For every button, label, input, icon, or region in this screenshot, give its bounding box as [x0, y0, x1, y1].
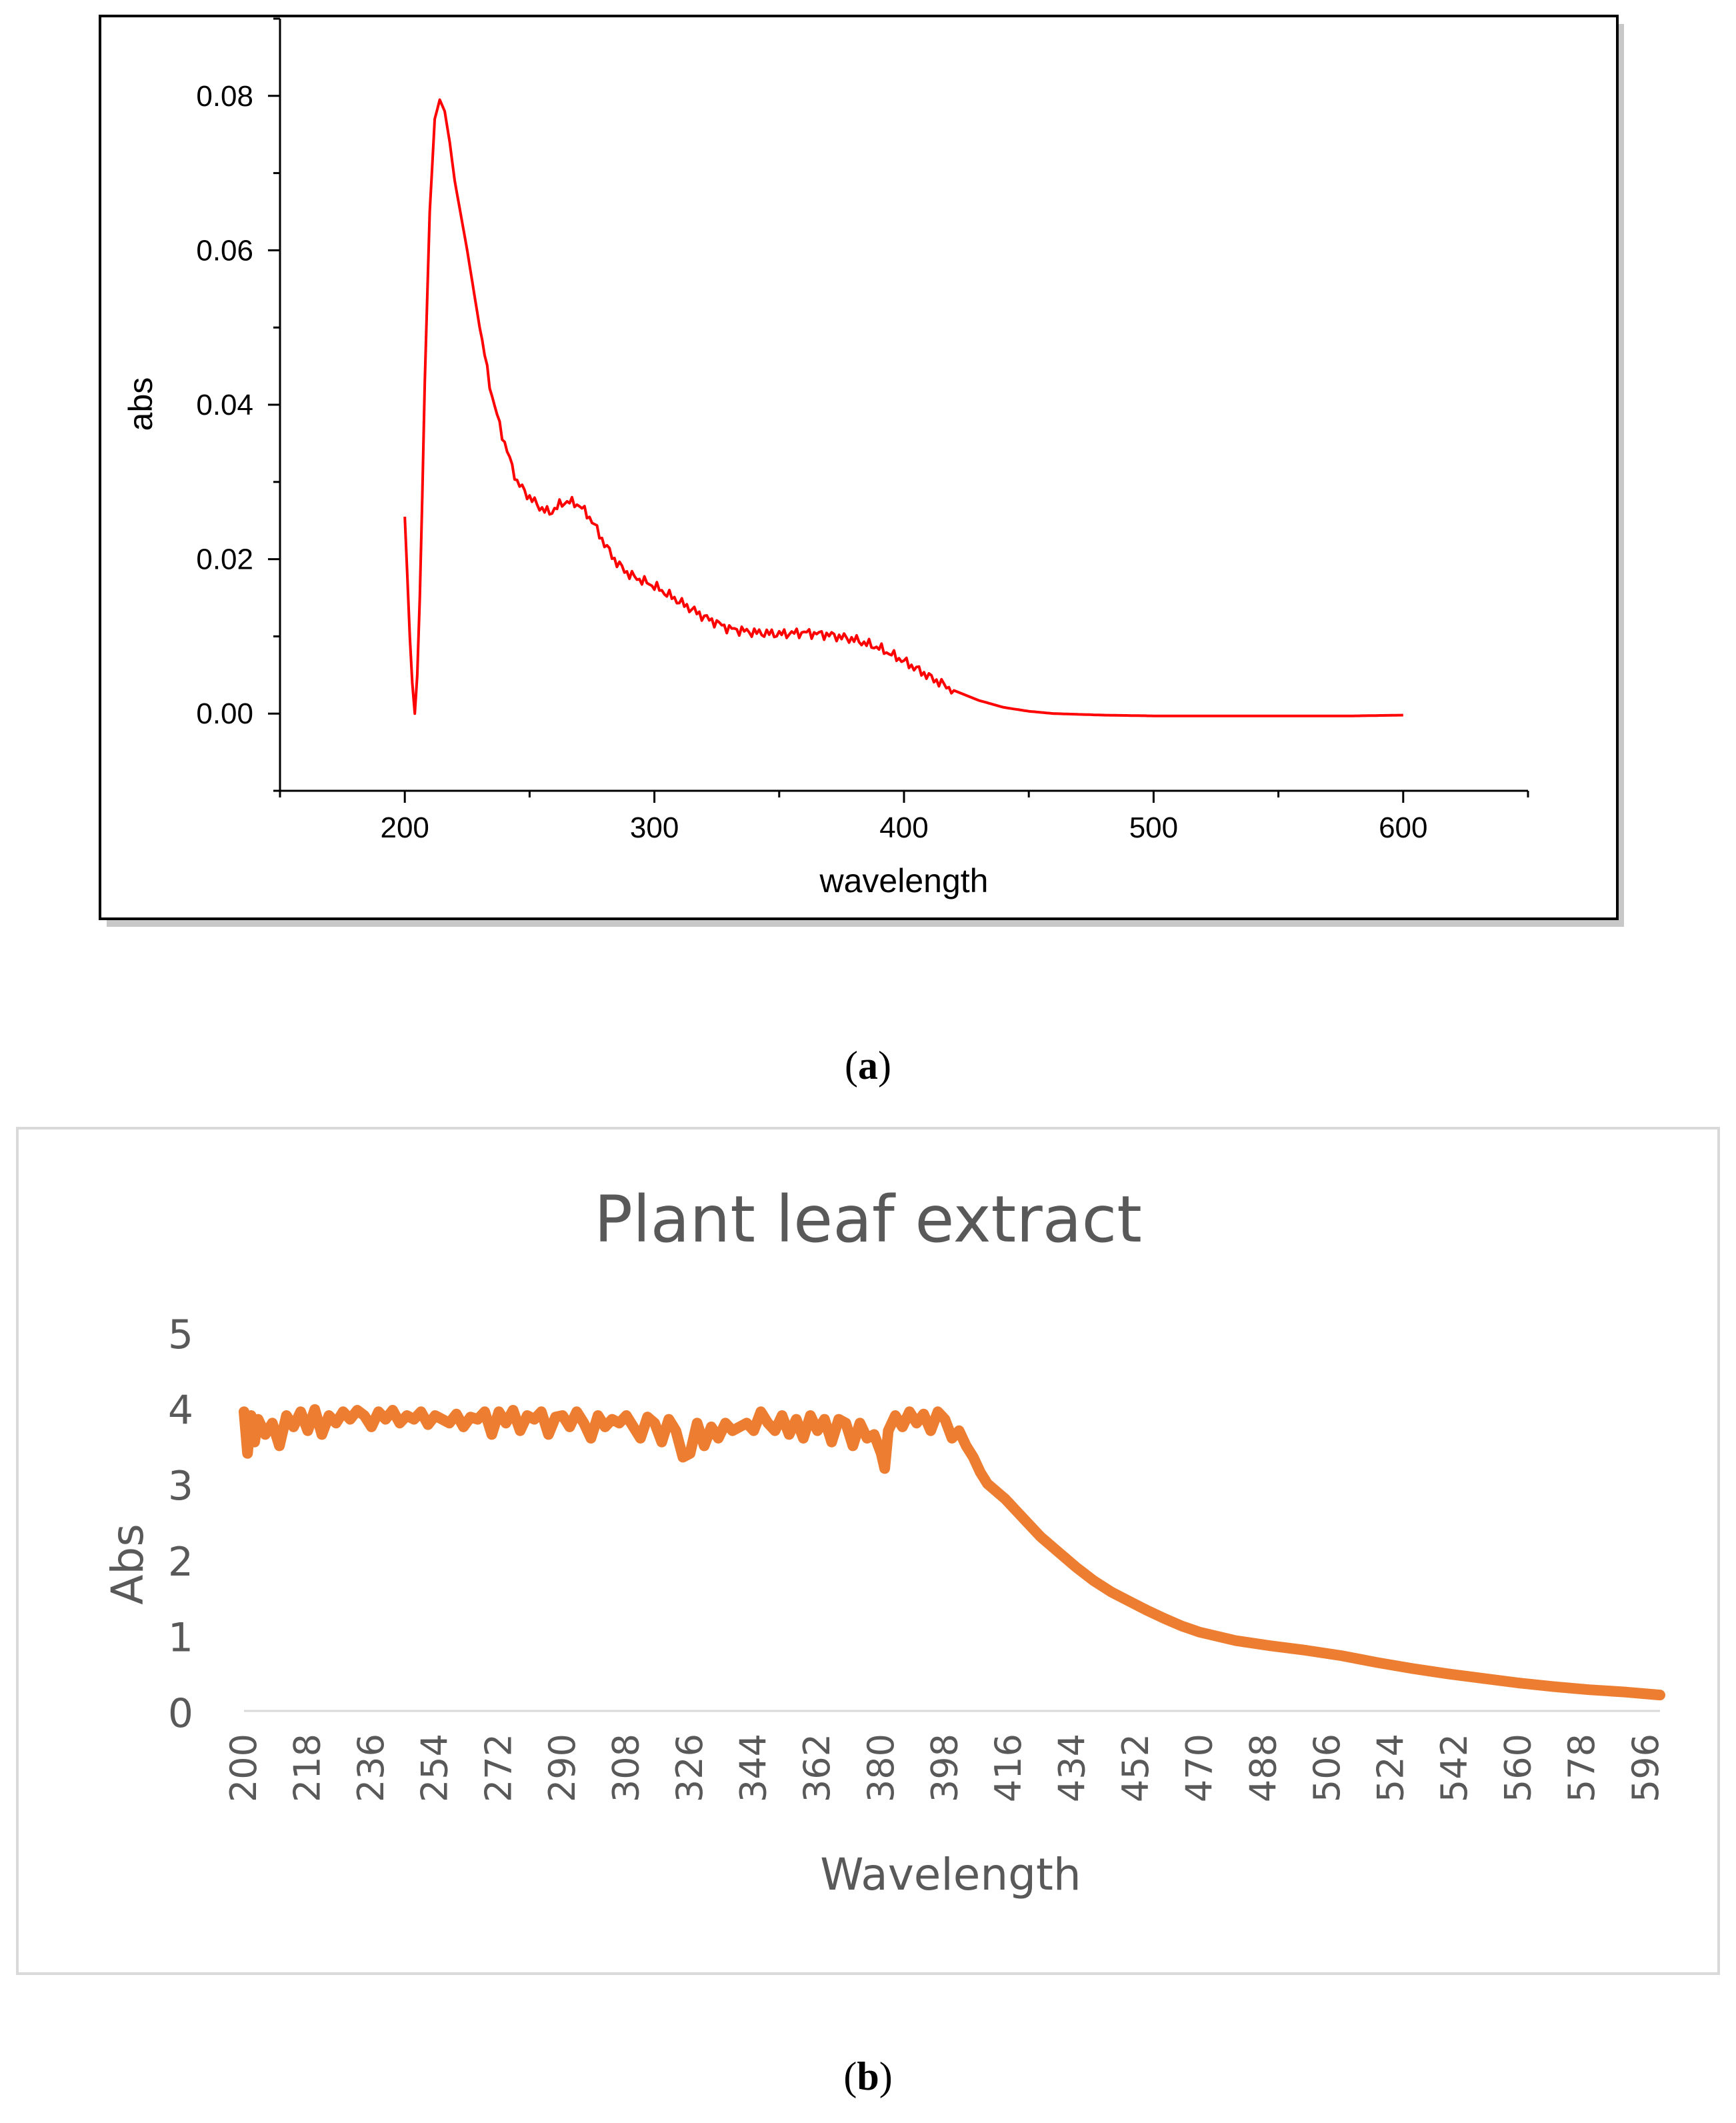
panel-b-x-tick-label: 488 — [1242, 1734, 1284, 1802]
panel-b-x-axis-label: Wavelength — [820, 1849, 1081, 1900]
panel-a-y-tick-label: 0.00 — [196, 697, 253, 730]
panel-b-y-tick-label: 3 — [168, 1463, 193, 1510]
panel-b-x-tick-label: 362 — [796, 1734, 838, 1802]
panel-b-x-tick-label: 560 — [1497, 1734, 1539, 1802]
panel-b-x-tick-label: 380 — [860, 1734, 902, 1802]
panel-a-x-tick-label: 300 — [630, 811, 679, 844]
panel-a-series-line — [403, 98, 1403, 717]
panel-b-y-tick-label: 4 — [168, 1388, 193, 1434]
panel-b-x-tick-label: 254 — [414, 1734, 456, 1802]
panel-a-frame — [99, 15, 1619, 920]
panel-a-x-tick-label: 400 — [879, 811, 928, 844]
panel-b-y-tick-label: 2 — [168, 1539, 193, 1586]
panel-b-x-tick-label: 452 — [1115, 1734, 1157, 1802]
panel-b-tick-labels: 0 1 2 3 4 5 200 218 236 254 272 290 308 326 344 362 380 3… — [168, 1312, 1667, 1802]
caption-a-letter: a — [858, 1043, 878, 1088]
panel-a-tick-labels: 200 300 400 500 600 0.00 0.02 0.04 0.06 0.08 — [196, 80, 1427, 844]
panel-a: 200 300 400 500 600 0.00 0.02 0.04 0.06 0.08 wave… — [99, 15, 1624, 927]
panel-b-x-tick-label: 578 — [1561, 1734, 1603, 1802]
caption-a-close: ) — [878, 1043, 891, 1088]
panel-a-y-tick-label: 0.08 — [196, 80, 253, 113]
panel-b-x-tick-label: 470 — [1179, 1734, 1221, 1802]
panel-a-y-tick-label: 0.06 — [196, 234, 253, 267]
panel-b: Plant leaf extract 0 1 2 3 4 5 200 218 236 254 272… — [16, 1127, 1720, 1975]
panel-b-x-tick-label: 524 — [1369, 1734, 1411, 1802]
caption-b: (b) — [843, 2054, 892, 2098]
panel-b-frame — [16, 1127, 1720, 1975]
panel-b-x-tick-label: 398 — [923, 1734, 965, 1802]
panel-a-x-axis-label: wavelength — [819, 862, 989, 899]
panel-a-x-tick-label: 500 — [1129, 811, 1178, 844]
panel-b-y-axis-label: Abs — [102, 1524, 153, 1604]
caption-a-open: ( — [845, 1043, 858, 1088]
panel-a-y-tick-label: 0.04 — [196, 389, 253, 421]
panel-b-x-tick-label: 326 — [669, 1734, 711, 1802]
caption-b-open: ( — [843, 2054, 857, 2098]
panel-b-x-tick-label: 416 — [987, 1734, 1029, 1802]
panel-b-x-tick-label: 290 — [541, 1734, 583, 1802]
panel-b-y-tick-label: 0 — [168, 1690, 193, 1737]
panel-b-x-tick-label: 344 — [733, 1734, 775, 1802]
panel-b-x-tick-label: 272 — [477, 1734, 519, 1802]
panel-b-x-tick-label: 542 — [1433, 1734, 1475, 1802]
panel-b-x-tick-label: 200 — [223, 1734, 265, 1802]
panel-b-title: Plant leaf extract — [594, 1182, 1142, 1257]
caption-b-close: ) — [879, 2054, 893, 2098]
panel-a-y-tick-label: 0.02 — [196, 543, 253, 576]
panel-b-x-tick-label: 236 — [350, 1734, 392, 1802]
panel-b-x-tick-label: 596 — [1625, 1734, 1667, 1802]
caption-a: (a) — [845, 1043, 891, 1088]
panel-a-ticks — [268, 17, 1529, 803]
caption-b-letter: b — [857, 2054, 879, 2098]
panel-b-series-line — [239, 1404, 1665, 1701]
panel-a-x-tick-label: 600 — [1379, 811, 1427, 844]
panel-b-x-tick-label: 218 — [287, 1734, 329, 1802]
panel-b-y-tick-label: 5 — [168, 1312, 193, 1358]
panel-b-y-tick-label: 1 — [168, 1614, 193, 1661]
panel-b-x-tick-label: 308 — [605, 1734, 647, 1802]
panel-b-x-tick-label: 506 — [1306, 1734, 1348, 1802]
panel-b-x-tick-label: 434 — [1051, 1734, 1093, 1802]
panel-a-y-axis-label: abs — [122, 377, 159, 431]
panel-a-x-tick-label: 200 — [380, 811, 429, 844]
